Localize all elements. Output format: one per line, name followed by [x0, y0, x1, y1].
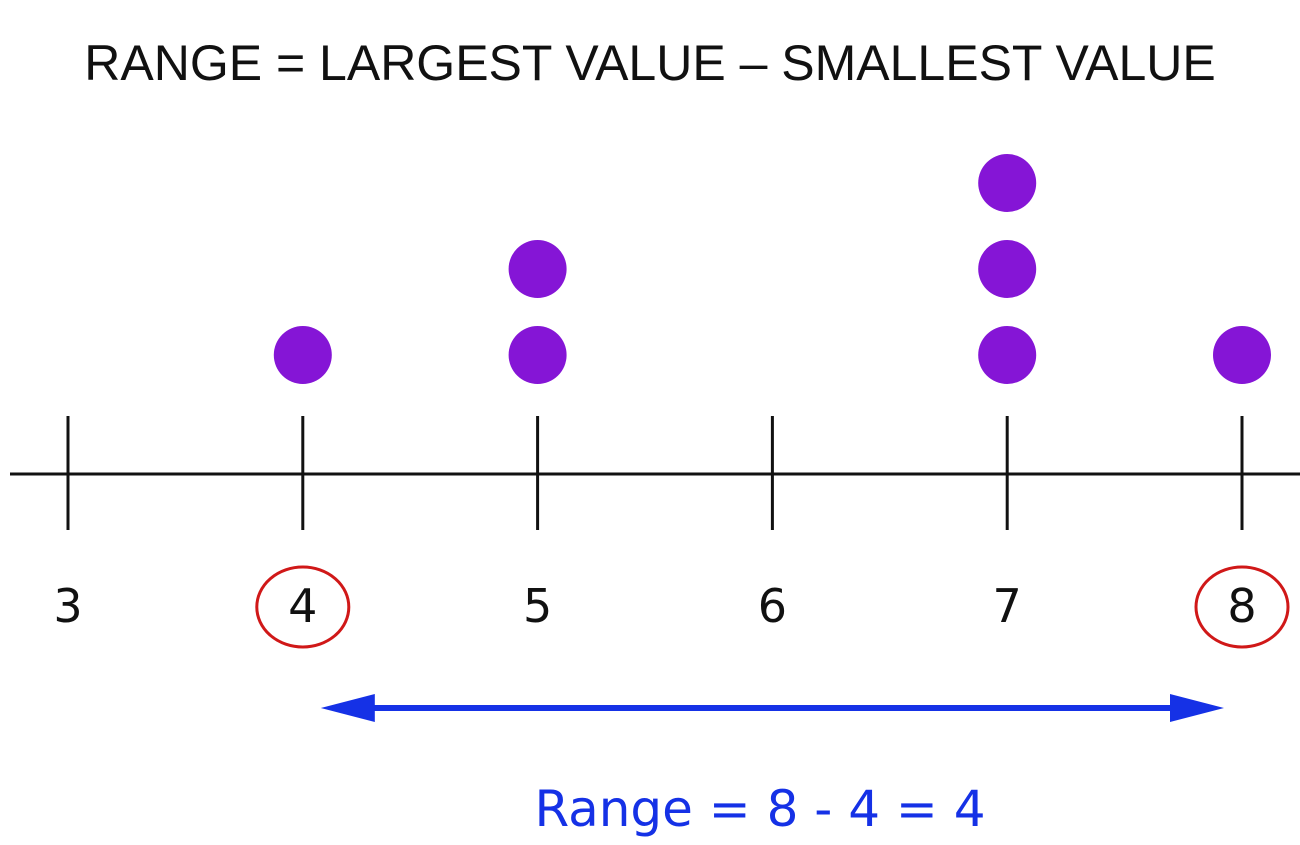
tick-label-7: 7	[993, 579, 1022, 633]
circle-highlight-layer	[255, 565, 1290, 649]
data-dot-4-1	[273, 326, 332, 384]
highlight-circle-4	[255, 565, 351, 649]
range-arrow-head-right	[1170, 694, 1224, 722]
tick-label-6: 6	[758, 579, 787, 633]
data-dot-7-1	[978, 326, 1037, 384]
tick-label-3: 3	[53, 579, 82, 633]
chart-title: RANGE = LARGEST VALUE – SMALLEST VALUE	[84, 35, 1215, 91]
range-annotation: Range = 8 - 4 = 4	[534, 780, 985, 838]
range-arrow-layer	[320, 694, 1224, 722]
highlight-circle-8	[1194, 565, 1290, 649]
range-arrow-head-left	[320, 694, 375, 722]
data-dot-8-1	[1213, 326, 1271, 384]
tick-label-layer: 3 4 5 6 7 8	[53, 579, 1256, 633]
tick-label-4: 4	[288, 579, 317, 633]
data-dot-7-3	[978, 154, 1037, 212]
number-line	[10, 416, 1300, 530]
data-dot-5-1	[508, 326, 567, 384]
tick-label-8: 8	[1227, 579, 1256, 633]
data-dot-7-2	[978, 240, 1037, 298]
data-dot-5-2	[508, 240, 567, 298]
tick-label-5: 5	[523, 579, 552, 633]
dot-layer	[273, 154, 1271, 384]
